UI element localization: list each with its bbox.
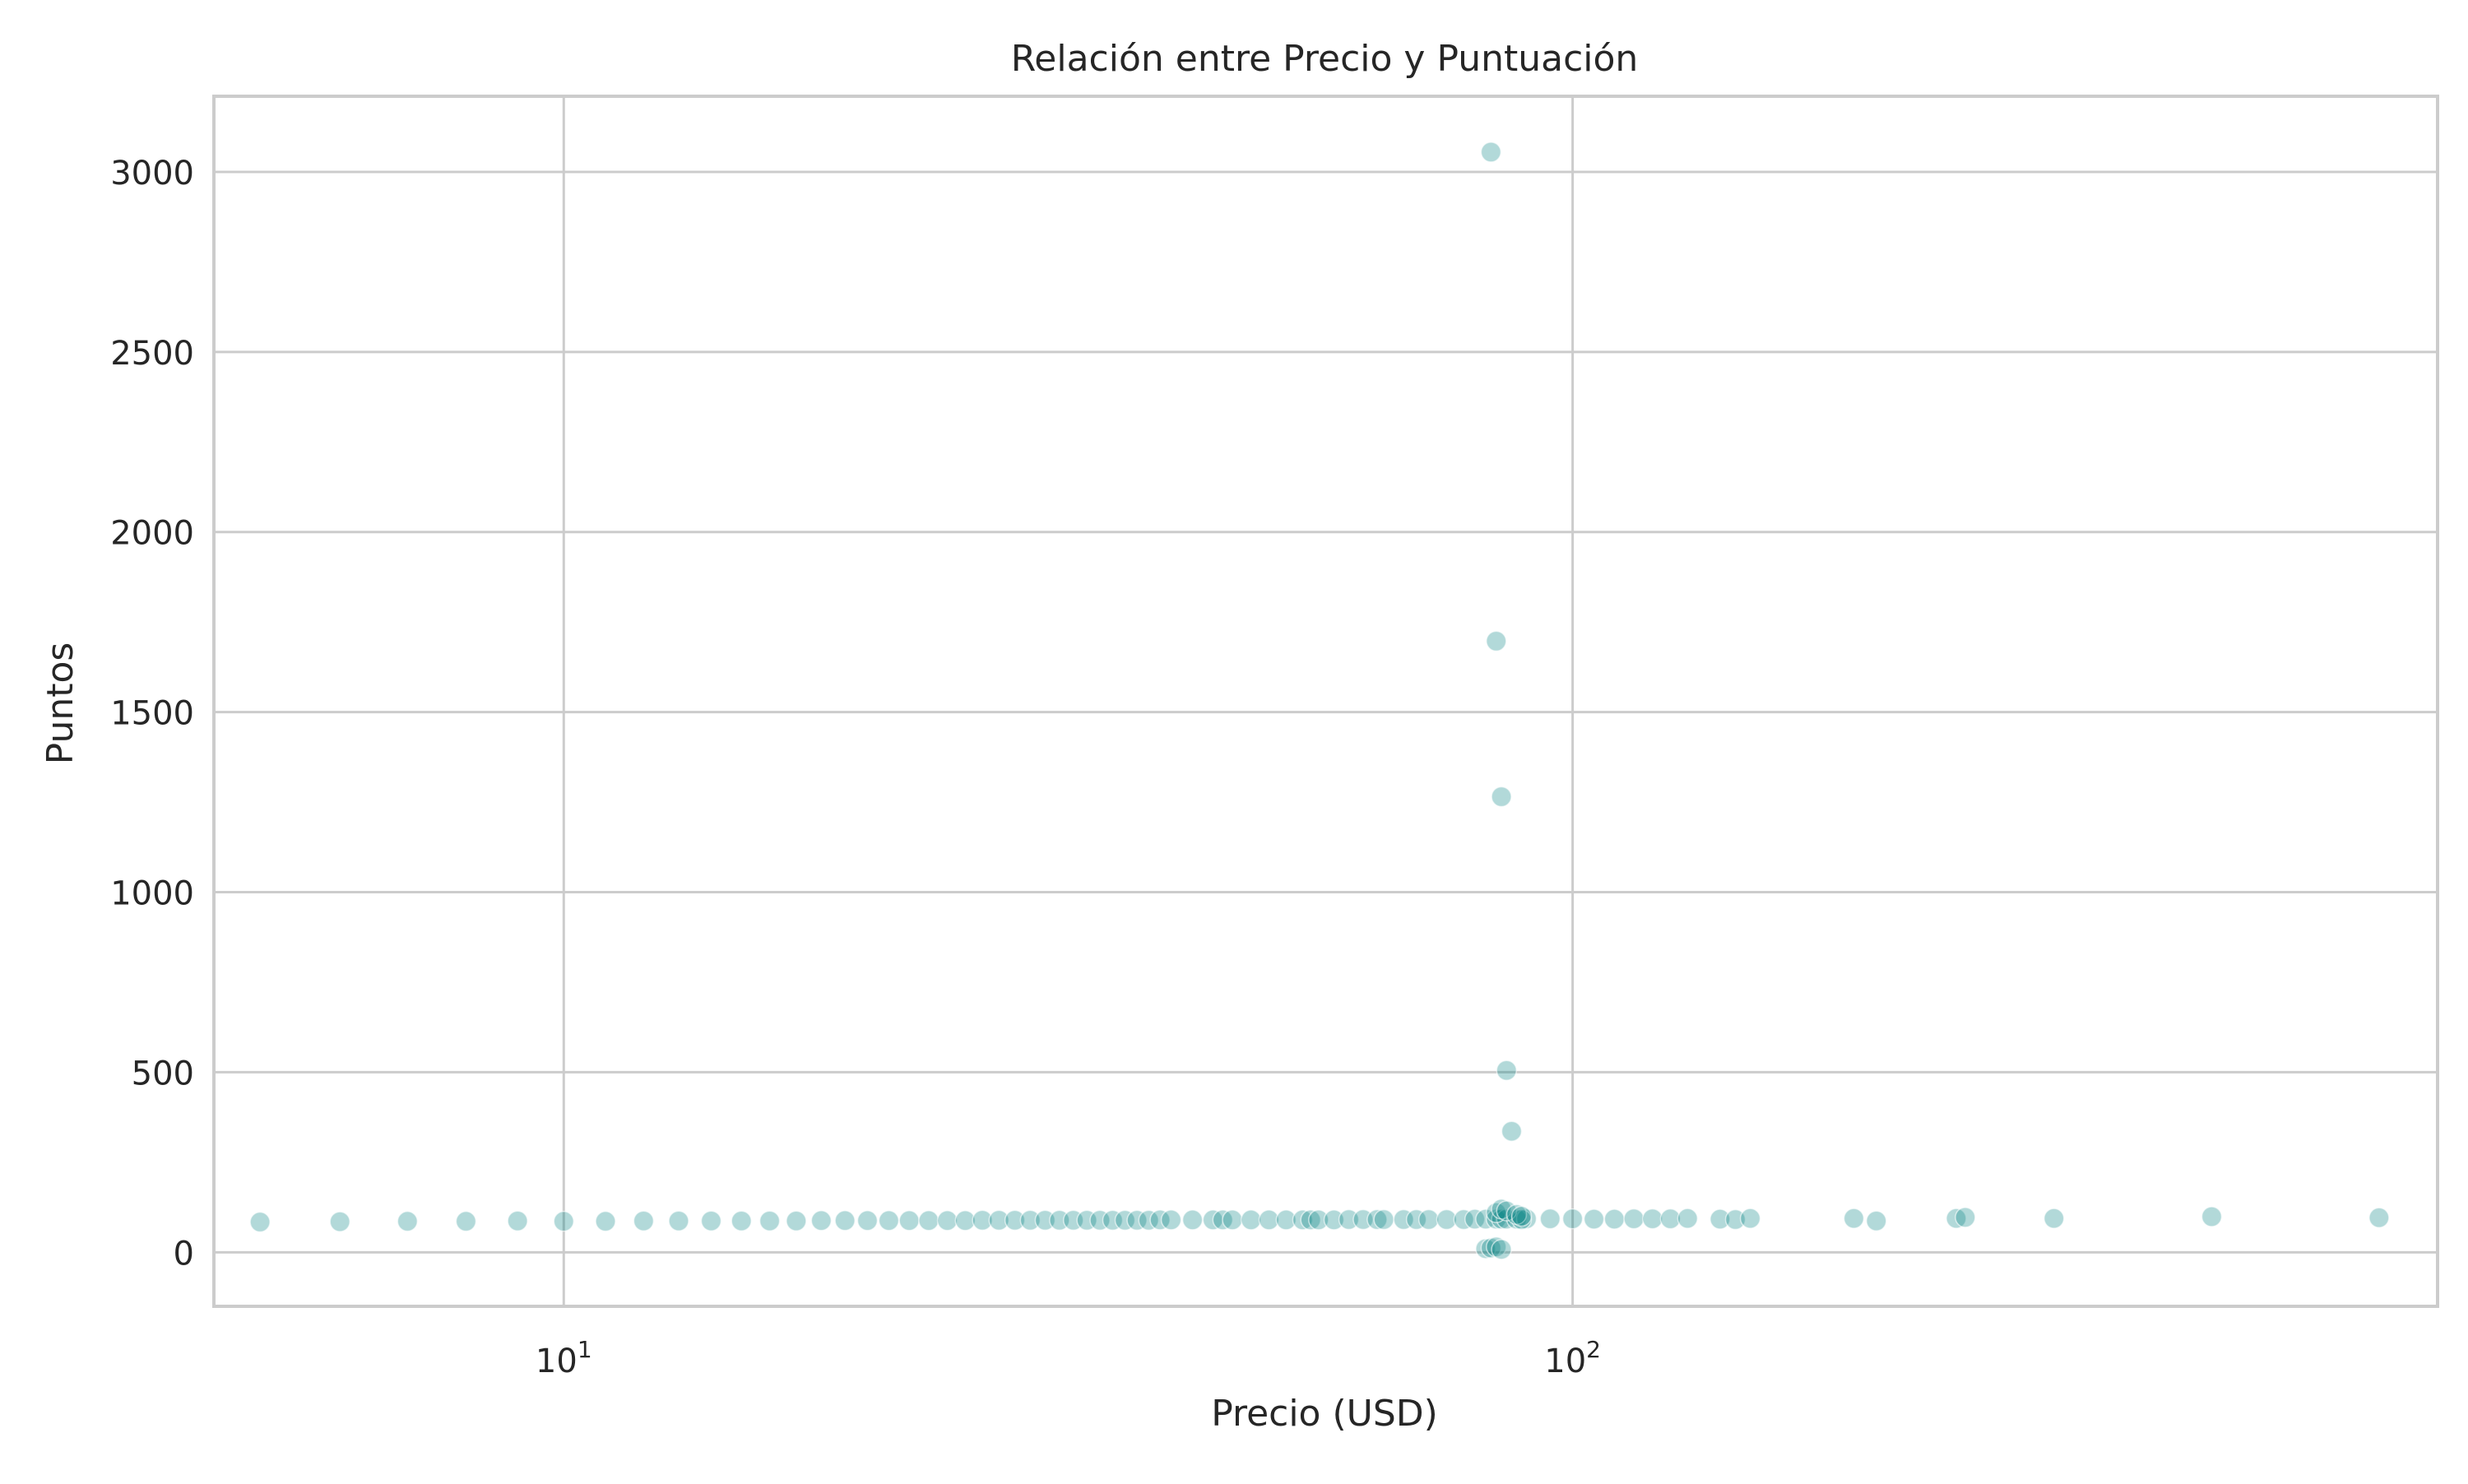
plot-frame [212, 95, 2439, 1308]
data-point [1308, 1209, 1329, 1231]
y-tick-label: 1000 [110, 875, 194, 913]
data-point [1659, 1208, 1682, 1230]
data-point [633, 1210, 655, 1231]
x-tick-label: 102 [1544, 1336, 1601, 1380]
data-point [1292, 1209, 1314, 1231]
data-point [1475, 1238, 1496, 1259]
data-point [1496, 1060, 1518, 1081]
data-point [668, 1210, 689, 1231]
data-point [1583, 1208, 1605, 1230]
data-point [1373, 1208, 1394, 1231]
y-axis-label: Puntos [39, 642, 81, 765]
data-point [397, 1210, 419, 1232]
data-point [595, 1210, 616, 1232]
data-points [249, 141, 2390, 1260]
data-point [972, 1209, 993, 1231]
data-point [249, 1211, 271, 1233]
data-point [1453, 1208, 1475, 1231]
data-point [1275, 1209, 1297, 1231]
data-point [1724, 1208, 1747, 1231]
data-point [1641, 1208, 1663, 1230]
y-tick-label: 2000 [110, 515, 194, 553]
data-point [1089, 1209, 1111, 1231]
data-point [1866, 1210, 1887, 1231]
data-point [1603, 1208, 1626, 1230]
data-point [954, 1210, 977, 1231]
data-point [878, 1210, 900, 1231]
data-point [1843, 1208, 1865, 1229]
data-point [810, 1210, 833, 1231]
data-point [1181, 1209, 1204, 1231]
data-point [1436, 1208, 1458, 1231]
data-point [1034, 1209, 1056, 1231]
data-point [1338, 1208, 1360, 1231]
data-point [1480, 141, 1502, 163]
x-tick-label: 101 [536, 1336, 592, 1380]
chart-title: Relación entre Precio y Puntuación [1011, 38, 1639, 80]
y-tick-label: 0 [174, 1235, 194, 1273]
data-point [2043, 1208, 2065, 1229]
data-point [1623, 1208, 1645, 1230]
data-point [1955, 1207, 1976, 1228]
data-point [1240, 1209, 1262, 1231]
y-tick-label: 500 [132, 1055, 194, 1092]
data-point [834, 1210, 856, 1231]
data-point [988, 1209, 1010, 1231]
data-point [1019, 1209, 1041, 1231]
data-point [1464, 1208, 1486, 1230]
data-point [1366, 1208, 1388, 1231]
data-point [1149, 1209, 1171, 1231]
data-point [856, 1210, 879, 1231]
data-point [2368, 1207, 2390, 1229]
data-point [1510, 1205, 1533, 1227]
data-point [1417, 1208, 1440, 1231]
tick-labels: 0 500 1000 1500 2000 2500 3000 101 102 [110, 155, 1601, 1380]
data-point [507, 1210, 528, 1231]
y-tick-label: 2500 [110, 335, 194, 373]
data-point [1004, 1209, 1026, 1231]
grid-layer [214, 96, 2438, 1306]
data-point [700, 1210, 722, 1231]
data-point [1486, 630, 1507, 652]
data-point [898, 1210, 920, 1231]
data-point [918, 1210, 939, 1231]
data-point [1677, 1208, 1699, 1229]
data-point [1222, 1209, 1243, 1231]
data-point [1539, 1208, 1561, 1230]
data-point [1946, 1208, 1967, 1229]
data-point [1114, 1209, 1136, 1231]
data-point [1323, 1209, 1345, 1231]
data-point [1405, 1208, 1427, 1231]
data-point [1300, 1209, 1321, 1231]
data-point [936, 1210, 958, 1231]
x-axis-label: Precio (USD) [1211, 1393, 1438, 1435]
data-point [758, 1210, 781, 1231]
data-point [1160, 1209, 1182, 1231]
y-tick-label: 1500 [110, 695, 194, 733]
data-point [1491, 786, 1512, 808]
data-point [731, 1210, 752, 1231]
data-point [1475, 1208, 1496, 1230]
data-point [1102, 1209, 1124, 1231]
plot-border [212, 95, 2439, 1308]
data-point [786, 1210, 807, 1231]
data-point [1138, 1209, 1160, 1231]
data-point [1393, 1208, 1414, 1231]
data-point [1561, 1208, 1584, 1230]
data-point [1126, 1209, 1148, 1231]
data-point [1258, 1209, 1280, 1231]
data-point [1739, 1208, 1761, 1229]
data-point [329, 1211, 350, 1232]
data-point [455, 1210, 477, 1232]
data-point [553, 1210, 575, 1232]
data-point [1491, 1239, 1512, 1260]
data-point [2201, 1206, 2223, 1227]
data-point [1501, 1120, 1523, 1142]
data-point [1710, 1208, 1731, 1230]
y-tick-label: 3000 [110, 155, 194, 192]
